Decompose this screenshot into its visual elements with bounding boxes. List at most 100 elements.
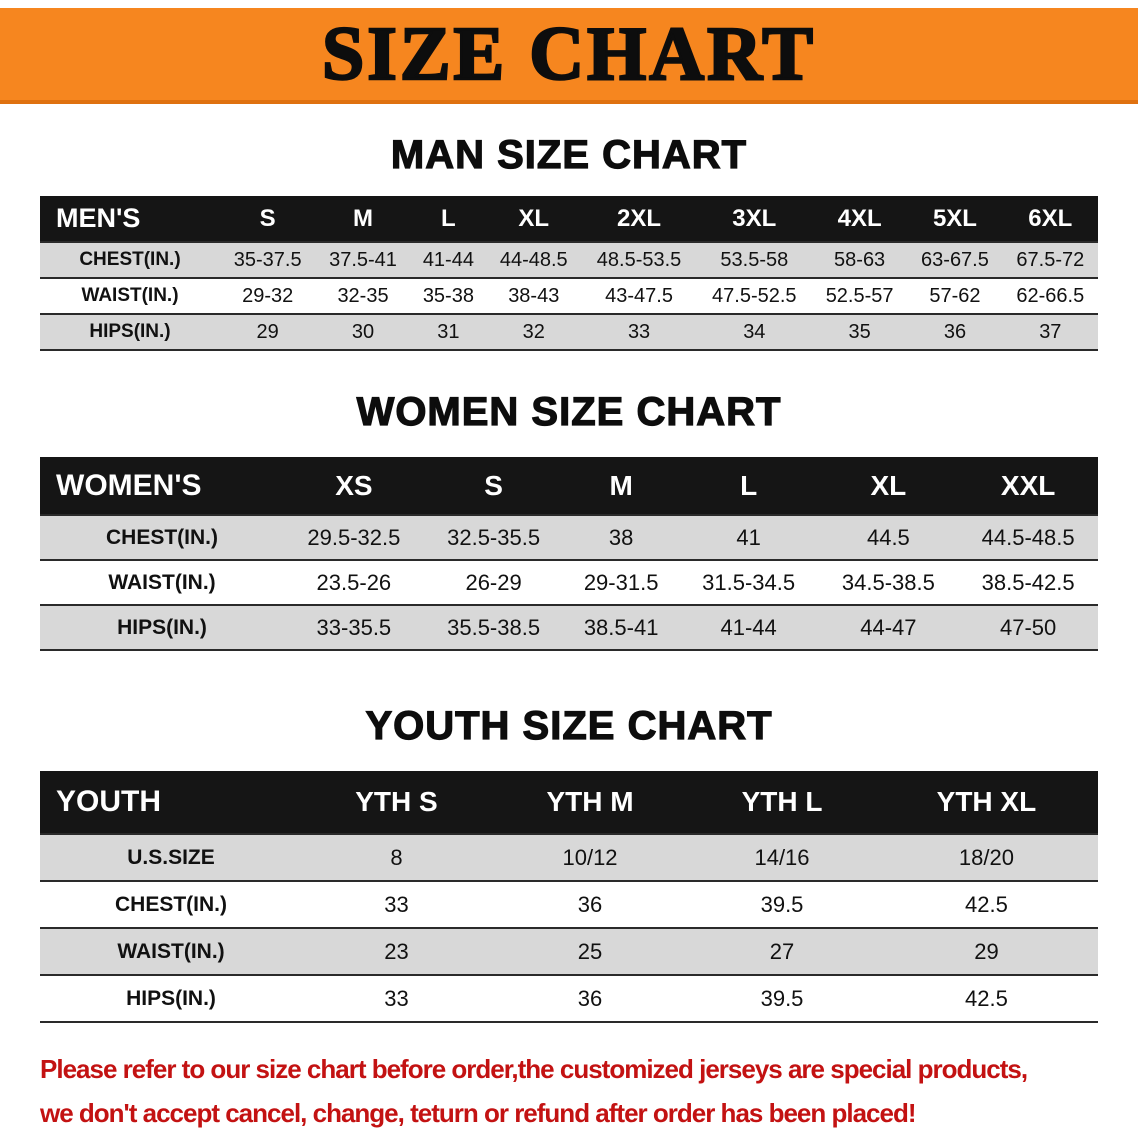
column-header: M: [563, 457, 679, 515]
column-header: 4XL: [811, 196, 908, 242]
size-value: 23.5-26: [316, 569, 392, 595]
column-header: XL: [818, 457, 959, 515]
youth-chest-row: CHEST(IN.) 33 36 39.5 42.5: [40, 881, 1098, 928]
youth-waist-row: WAIST(IN.) 23 25 27 29: [40, 928, 1098, 975]
size-value: 36: [577, 985, 603, 1011]
size-value: 29-32: [242, 284, 294, 307]
youth-header-row: YOUTH YTH S YTH M YTH L YTH XL: [40, 771, 1098, 834]
column-header: S: [423, 457, 564, 515]
size-value: 37.5-41: [329, 248, 397, 271]
size-value: 29-31.5: [583, 569, 659, 595]
size-value: 36: [943, 320, 967, 343]
row-label: HIPS(IN.): [126, 986, 216, 1010]
size-value: 41: [736, 524, 761, 550]
size-value: 29: [974, 938, 999, 964]
size-value: 41-44: [720, 614, 777, 640]
size-value: 29: [256, 320, 279, 343]
size-value: 33-35.5: [316, 614, 392, 640]
size-value: 47-50: [999, 614, 1057, 640]
men-header-row: MEN'S S M L XL 2XL 3XL 4XL 5XL 6XL: [40, 196, 1098, 242]
women-section-heading: WOMEN SIZE CHART: [356, 389, 782, 434]
size-value: 35-38: [422, 284, 474, 307]
size-value: 32.5-35.5: [447, 524, 541, 550]
size-value: 38: [608, 524, 634, 550]
size-value: 32: [522, 320, 545, 343]
men-hips-row: HIPS(IN.) 29 30 31 32 33 34 35 36 37: [40, 314, 1098, 350]
size-chart-title: SIZE CHART: [321, 12, 816, 96]
size-value: 10/12: [562, 844, 618, 870]
row-label: HIPS(IN.): [117, 615, 207, 639]
row-label: CHEST(IN.): [115, 892, 227, 916]
size-value: 36: [577, 891, 603, 917]
size-value: 47.5-52.5: [712, 284, 797, 307]
youth-section-heading: YOUTH SIZE CHART: [365, 703, 773, 748]
column-header: WOMEN'S: [40, 457, 284, 515]
size-value: 33: [384, 985, 409, 1011]
column-header: XL: [486, 196, 582, 242]
size-value: 39.5: [760, 891, 804, 917]
size-value: 44.5-48.5: [981, 524, 1075, 550]
size-value: 43-47.5: [605, 284, 673, 307]
size-value: 63-67.5: [921, 248, 989, 271]
size-value: 23: [384, 938, 409, 964]
column-header: S: [220, 196, 316, 242]
row-label: HIPS(IN.): [89, 321, 171, 342]
size-value: 35-37.5: [233, 248, 302, 271]
size-value: 31: [437, 320, 460, 343]
youth-hips-row: HIPS(IN.) 33 36 39.5 42.5: [40, 975, 1098, 1022]
column-header: YTH S: [302, 771, 491, 834]
size-value: 30: [351, 320, 375, 343]
size-value: 57-62: [929, 284, 981, 307]
column-header: L: [410, 196, 487, 242]
disclaimer-line-2: we don't accept cancel, change, teturn o…: [40, 1098, 917, 1128]
column-header: XS: [284, 457, 424, 515]
size-value: 41-44: [422, 248, 474, 271]
size-value: 44-48.5: [499, 248, 568, 271]
column-header: 5XL: [907, 196, 1003, 242]
size-value: 53.5-58: [720, 248, 789, 271]
column-header: M: [315, 196, 411, 242]
size-value: 35.5-38.5: [447, 614, 541, 640]
size-value: 58-63: [834, 248, 886, 271]
size-value: 33: [627, 320, 651, 343]
size-value: 25: [577, 938, 603, 964]
column-header: 3XL: [696, 196, 812, 242]
size-value: 62-66.5: [1016, 284, 1085, 307]
size-value: 38.5-41: [583, 614, 659, 640]
size-value: 27: [769, 938, 795, 964]
row-label: U.S.SIZE: [127, 845, 215, 869]
size-value: 33: [384, 891, 409, 917]
size-chart-page: SIZE CHART MAN SIZE CHART MEN'S S M L XL…: [0, 8, 1138, 1135]
column-header: L: [678, 457, 819, 515]
size-value: 48.5-53.5: [596, 248, 682, 271]
disclaimer-text: Please refer to our size chart before or…: [40, 1047, 1138, 1135]
size-value: 42.5: [965, 891, 1008, 917]
column-header: 6XL: [1002, 196, 1098, 242]
size-value: 38-43: [508, 284, 560, 307]
men-chest-row: CHEST(IN.) 35-37.5 37.5-41 41-44 44-48.5…: [40, 242, 1098, 278]
women-waist-row: WAIST(IN.) 23.5-26 26-29 29-31.5 31.5-34…: [40, 560, 1098, 605]
row-label: WAIST(IN.): [108, 570, 216, 594]
women-size-table: WOMEN'S XS S M L XL XXL CHEST(IN.) 29.5-…: [40, 457, 1098, 651]
size-value: 67.5-72: [1016, 248, 1085, 271]
row-label: CHEST(IN.): [79, 249, 181, 270]
size-value: 38.5-42.5: [981, 569, 1075, 595]
women-header-row: WOMEN'S XS S M L XL XXL: [40, 457, 1098, 515]
size-value: 35: [848, 320, 871, 343]
disclaimer-line-1: Please refer to our size chart before or…: [40, 1054, 1028, 1084]
size-value: 34.5-38.5: [841, 569, 935, 595]
women-hips-row: HIPS(IN.) 33-35.5 35.5-38.5 38.5-41 41-4…: [40, 605, 1098, 650]
size-chart-banner: SIZE CHART: [0, 8, 1138, 104]
men-waist-row: WAIST(IN.) 29-32 32-35 35-38 38-43 43-47…: [40, 278, 1098, 314]
size-value: 52.5-57: [825, 284, 894, 307]
size-value: 29.5-32.5: [307, 524, 401, 550]
row-label: CHEST(IN.): [106, 525, 218, 549]
size-value: 37: [1039, 320, 1062, 343]
size-value: 44.5: [866, 524, 910, 550]
youth-ussize-row: U.S.SIZE 8 10/12 14/16 18/20: [40, 834, 1098, 881]
column-header: YOUTH: [40, 771, 302, 834]
size-value: 32-35: [337, 284, 389, 307]
column-header: YTH XL: [874, 771, 1098, 834]
row-label: WAIST(IN.): [117, 939, 225, 963]
size-value: 34: [743, 320, 766, 343]
